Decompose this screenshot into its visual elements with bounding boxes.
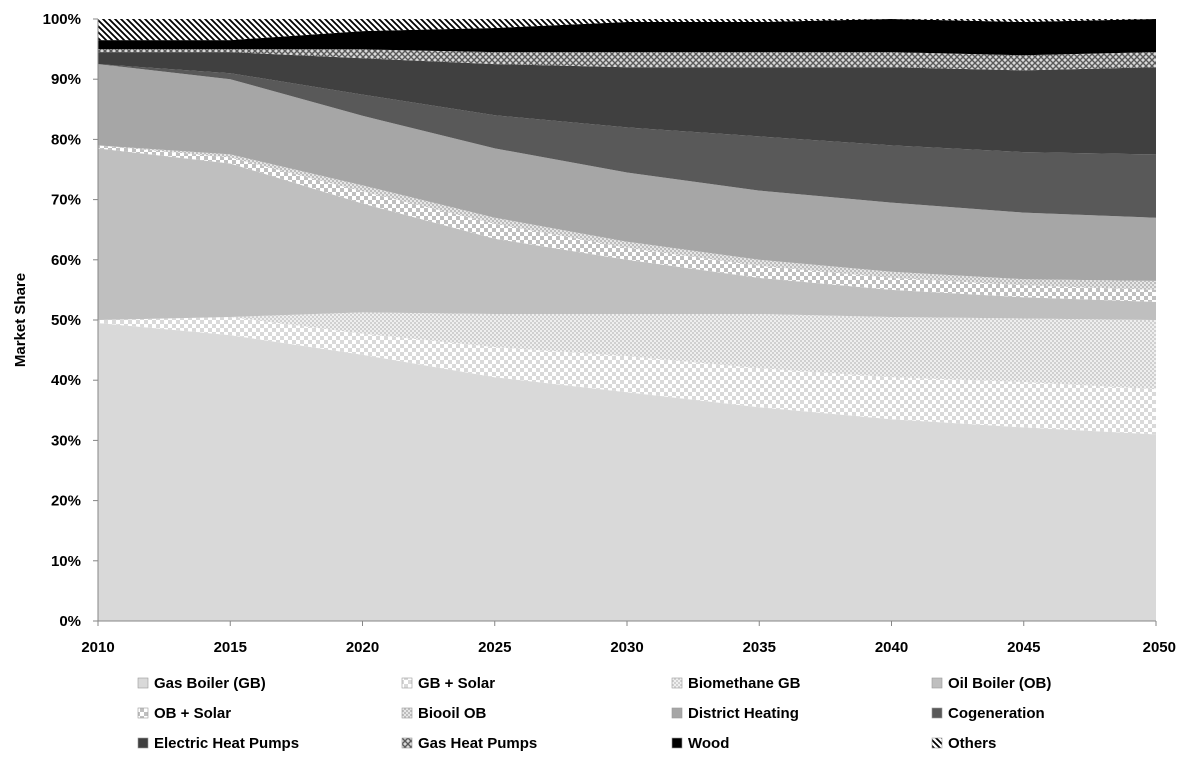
legend-swatch: [401, 737, 413, 749]
legend-label: Others: [948, 735, 996, 752]
legend-label: Biomethane GB: [688, 675, 801, 692]
legend-swatch: [401, 677, 413, 689]
legend-label: District Heating: [688, 705, 799, 722]
legend-item-gas-boiler-gb: Gas Boiler (GB): [137, 675, 266, 692]
legend-item-district-heating: District Heating: [671, 705, 799, 722]
legend-swatch: [671, 737, 683, 749]
y-tick-label: 10%: [51, 553, 81, 570]
legend-item-gas-heat-pumps: Gas Heat Pumps: [401, 735, 537, 752]
legend-swatch: [137, 677, 149, 689]
legend-label: Gas Boiler (GB): [154, 675, 266, 692]
legend-item-gb-solar: GB + Solar: [401, 675, 495, 692]
legend-item-cogeneration: Cogeneration: [931, 705, 1045, 722]
y-tick-label: 100%: [43, 11, 81, 28]
area-ob-solar: [98, 145, 1156, 302]
legend-item-biomethane-gb: Biomethane GB: [671, 675, 801, 692]
legend-label: Electric Heat Pumps: [154, 735, 299, 752]
area-wood: [98, 19, 1156, 56]
x-tick-label: 2015: [214, 639, 247, 656]
legend-label: Wood: [688, 735, 729, 752]
area-cogeneration: [98, 64, 1156, 218]
legend-swatch: [137, 707, 149, 719]
y-tick-label: 90%: [51, 71, 81, 88]
area-gb-solar: [98, 317, 1156, 435]
y-tick-label: 60%: [51, 252, 81, 269]
x-tick-label: 2035: [743, 639, 776, 656]
y-tick-label: 50%: [51, 312, 81, 329]
x-tick-label: 2020: [346, 639, 379, 656]
legend-label: GB + Solar: [418, 675, 495, 692]
legend-swatch: [931, 677, 943, 689]
y-tick-label: 70%: [51, 192, 81, 209]
area-gas-heat-pumps: [98, 49, 1156, 71]
x-tick-label: 2040: [875, 639, 908, 656]
legend-label: OB + Solar: [154, 705, 231, 722]
y-tick-label: 80%: [51, 131, 81, 148]
legend-swatch: [931, 737, 943, 749]
area-gas-boiler-gb: [98, 323, 1156, 621]
legend-item-others: Others: [931, 735, 996, 752]
legend-item-biooil-ob: Biooil OB: [401, 705, 486, 722]
x-tick-label: 2045: [1007, 639, 1040, 656]
legend-label: Gas Heat Pumps: [418, 735, 537, 752]
legend-swatch: [401, 707, 413, 719]
legend-swatch: [671, 707, 683, 719]
legend-label: Biooil OB: [418, 705, 486, 722]
legend-swatch: [671, 677, 683, 689]
legend-swatch: [137, 737, 149, 749]
legend-label: Cogeneration: [948, 705, 1045, 722]
area-oil-boiler-ob: [98, 148, 1156, 320]
x-tick-label: 2030: [610, 639, 643, 656]
x-tick-label: 2010: [81, 639, 114, 656]
legend-item-electric-heat-pumps: Electric Heat Pumps: [137, 735, 299, 752]
x-tick-label: 2025: [478, 639, 511, 656]
area-electric-heat-pumps: [98, 52, 1156, 155]
y-tick-label: 20%: [51, 493, 81, 510]
area-others: [98, 19, 1156, 41]
y-tick-label: 30%: [51, 432, 81, 449]
area-biomethane-gb: [98, 312, 1156, 390]
y-axis-title: Market Share: [12, 273, 29, 367]
legend-label: Oil Boiler (OB): [948, 675, 1051, 692]
legend-item-ob-solar: OB + Solar: [137, 705, 231, 722]
legend-item-oil-boiler-ob: Oil Boiler (OB): [931, 675, 1051, 692]
y-tick-label: 40%: [51, 372, 81, 389]
legend-swatch: [931, 707, 943, 719]
y-tick-label: 0%: [59, 613, 81, 630]
x-tick-label: 2050: [1143, 639, 1176, 656]
legend-item-wood: Wood: [671, 735, 729, 752]
